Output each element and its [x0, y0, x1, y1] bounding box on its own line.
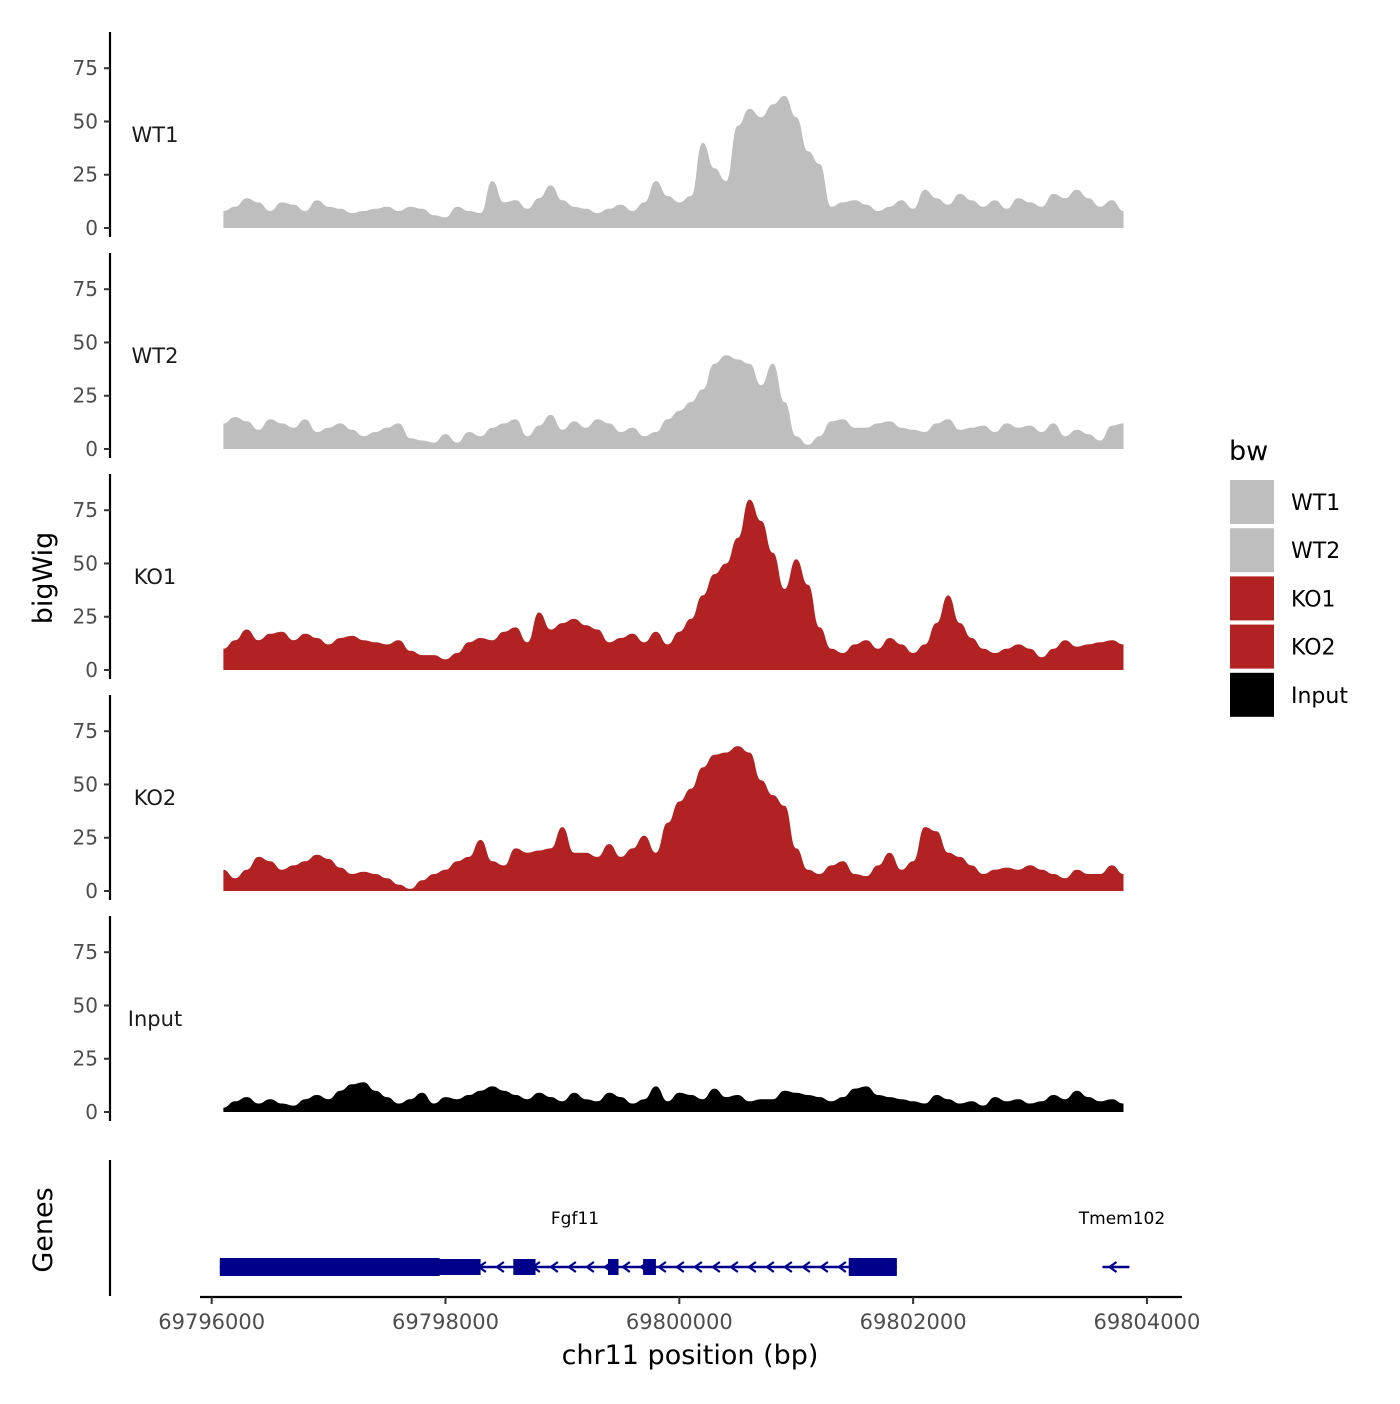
tracks-layer: 0 25 50 75 WT1 0 25 50 75 WT2 0 25 50 75 KO1 0 25 50 75 KO2… [73, 32, 1124, 1124]
legend-label-ko1: KO1 [1291, 587, 1336, 612]
gene-exon [607, 1259, 619, 1275]
y-tick-label: 25 [73, 1047, 98, 1071]
gene-exon [643, 1259, 656, 1275]
genes-axis-label: Genes [28, 1187, 59, 1272]
strand-arrow [656, 1261, 667, 1273]
legend-label-wt2: WT2 [1291, 539, 1340, 564]
track-panel-wt2: 0 25 50 75 WT2 [73, 253, 1124, 461]
y-tick-label: 50 [73, 993, 98, 1017]
y-tick-label: 25 [73, 605, 98, 629]
legend-swatch-ko1 [1230, 576, 1274, 621]
x-tick-label: 69796000 [158, 1310, 265, 1334]
genes-layer: Fgf11 Tmem102 [108, 1160, 1165, 1296]
y-tick-label: 75 [73, 277, 98, 301]
coverage-area [223, 499, 1124, 670]
y-tick-label: 0 [85, 879, 98, 903]
x-axis-label: chr11 position (bp) [562, 1340, 819, 1371]
strand-arrow [728, 1261, 739, 1273]
track-label: WT2 [132, 344, 179, 368]
track-label: WT1 [132, 123, 179, 147]
y-axis-label: bigWig [28, 532, 59, 625]
y-tick-label: 50 [73, 109, 98, 133]
track-label: Input [128, 1007, 182, 1031]
strand-arrow [692, 1261, 703, 1273]
strand-arrow [710, 1261, 721, 1273]
strand-arrow [764, 1261, 775, 1273]
coverage-area [223, 1082, 1124, 1112]
legend-swatch-ko2 [1230, 624, 1274, 669]
x-axis: 69796000 69798000 69800000 69802000 69804000 [158, 1295, 1200, 1334]
legend: bw WT1 WT2 KO1 KO2 Input [1229, 436, 1348, 717]
track-panel-wt1: 0 25 50 75 WT1 [73, 32, 1124, 240]
strand-arrow [548, 1261, 559, 1273]
y-tick-label: 50 [73, 772, 98, 796]
legend-label-input: Input [1291, 684, 1348, 709]
y-tick-label: 50 [73, 330, 98, 354]
y-tick-label: 0 [85, 658, 98, 682]
y-tick-label: 75 [73, 940, 98, 964]
x-tick-label: 69800000 [626, 1310, 733, 1334]
gene-label: Tmem102 [1078, 1209, 1165, 1229]
strand-arrow [620, 1261, 631, 1273]
coverage-area [223, 746, 1124, 891]
track-panel-ko1: 0 25 50 75 KO1 [73, 474, 1124, 682]
legend-swatch-wt2 [1230, 528, 1274, 573]
gene-tmem102: Tmem102 [1078, 1209, 1165, 1273]
strand-arrow [836, 1261, 847, 1273]
gene-fgf11: Fgf11 [219, 1209, 897, 1276]
x-tick-label: 69798000 [392, 1310, 499, 1334]
x-tick-label: 69802000 [860, 1310, 967, 1334]
legend-swatch-input [1230, 672, 1274, 717]
gene-exon-thick [219, 1258, 440, 1276]
strand-arrow [818, 1261, 829, 1273]
legend-label-wt1: WT1 [1291, 491, 1340, 516]
strand-arrow [1107, 1261, 1118, 1273]
y-tick-label: 0 [85, 437, 98, 461]
gene-exon [513, 1259, 536, 1275]
strand-arrow [584, 1261, 595, 1273]
strand-arrow [746, 1261, 757, 1273]
y-tick-label: 0 [85, 216, 98, 240]
legend-swatch-wt1 [1230, 480, 1274, 524]
track-label: KO1 [134, 565, 177, 589]
x-tick-label: 69804000 [1093, 1310, 1200, 1334]
strand-arrow [800, 1261, 811, 1273]
legend-title: bw [1229, 436, 1268, 467]
y-tick-label: 75 [73, 498, 98, 522]
y-tick-label: 25 [73, 384, 98, 408]
strand-arrow [566, 1261, 577, 1273]
gene-label: Fgf11 [551, 1209, 599, 1229]
y-tick-label: 25 [73, 826, 98, 850]
legend-label-ko2: KO2 [1291, 636, 1336, 661]
track-label: KO2 [134, 786, 177, 810]
gene-exon-thick [848, 1258, 897, 1276]
strand-arrow [674, 1261, 685, 1273]
track-panel-ko2: 0 25 50 75 KO2 [73, 695, 1124, 903]
strand-arrow [782, 1261, 793, 1273]
strand-arrow [494, 1261, 505, 1273]
track-panel-input: 0 25 50 75 Input [73, 916, 1124, 1124]
y-tick-label: 75 [73, 719, 98, 743]
y-tick-label: 75 [73, 56, 98, 80]
y-tick-label: 0 [85, 1100, 98, 1124]
y-tick-label: 50 [73, 551, 98, 575]
coverage-area [223, 355, 1124, 449]
coverage-area [223, 95, 1124, 229]
y-tick-label: 25 [73, 163, 98, 187]
